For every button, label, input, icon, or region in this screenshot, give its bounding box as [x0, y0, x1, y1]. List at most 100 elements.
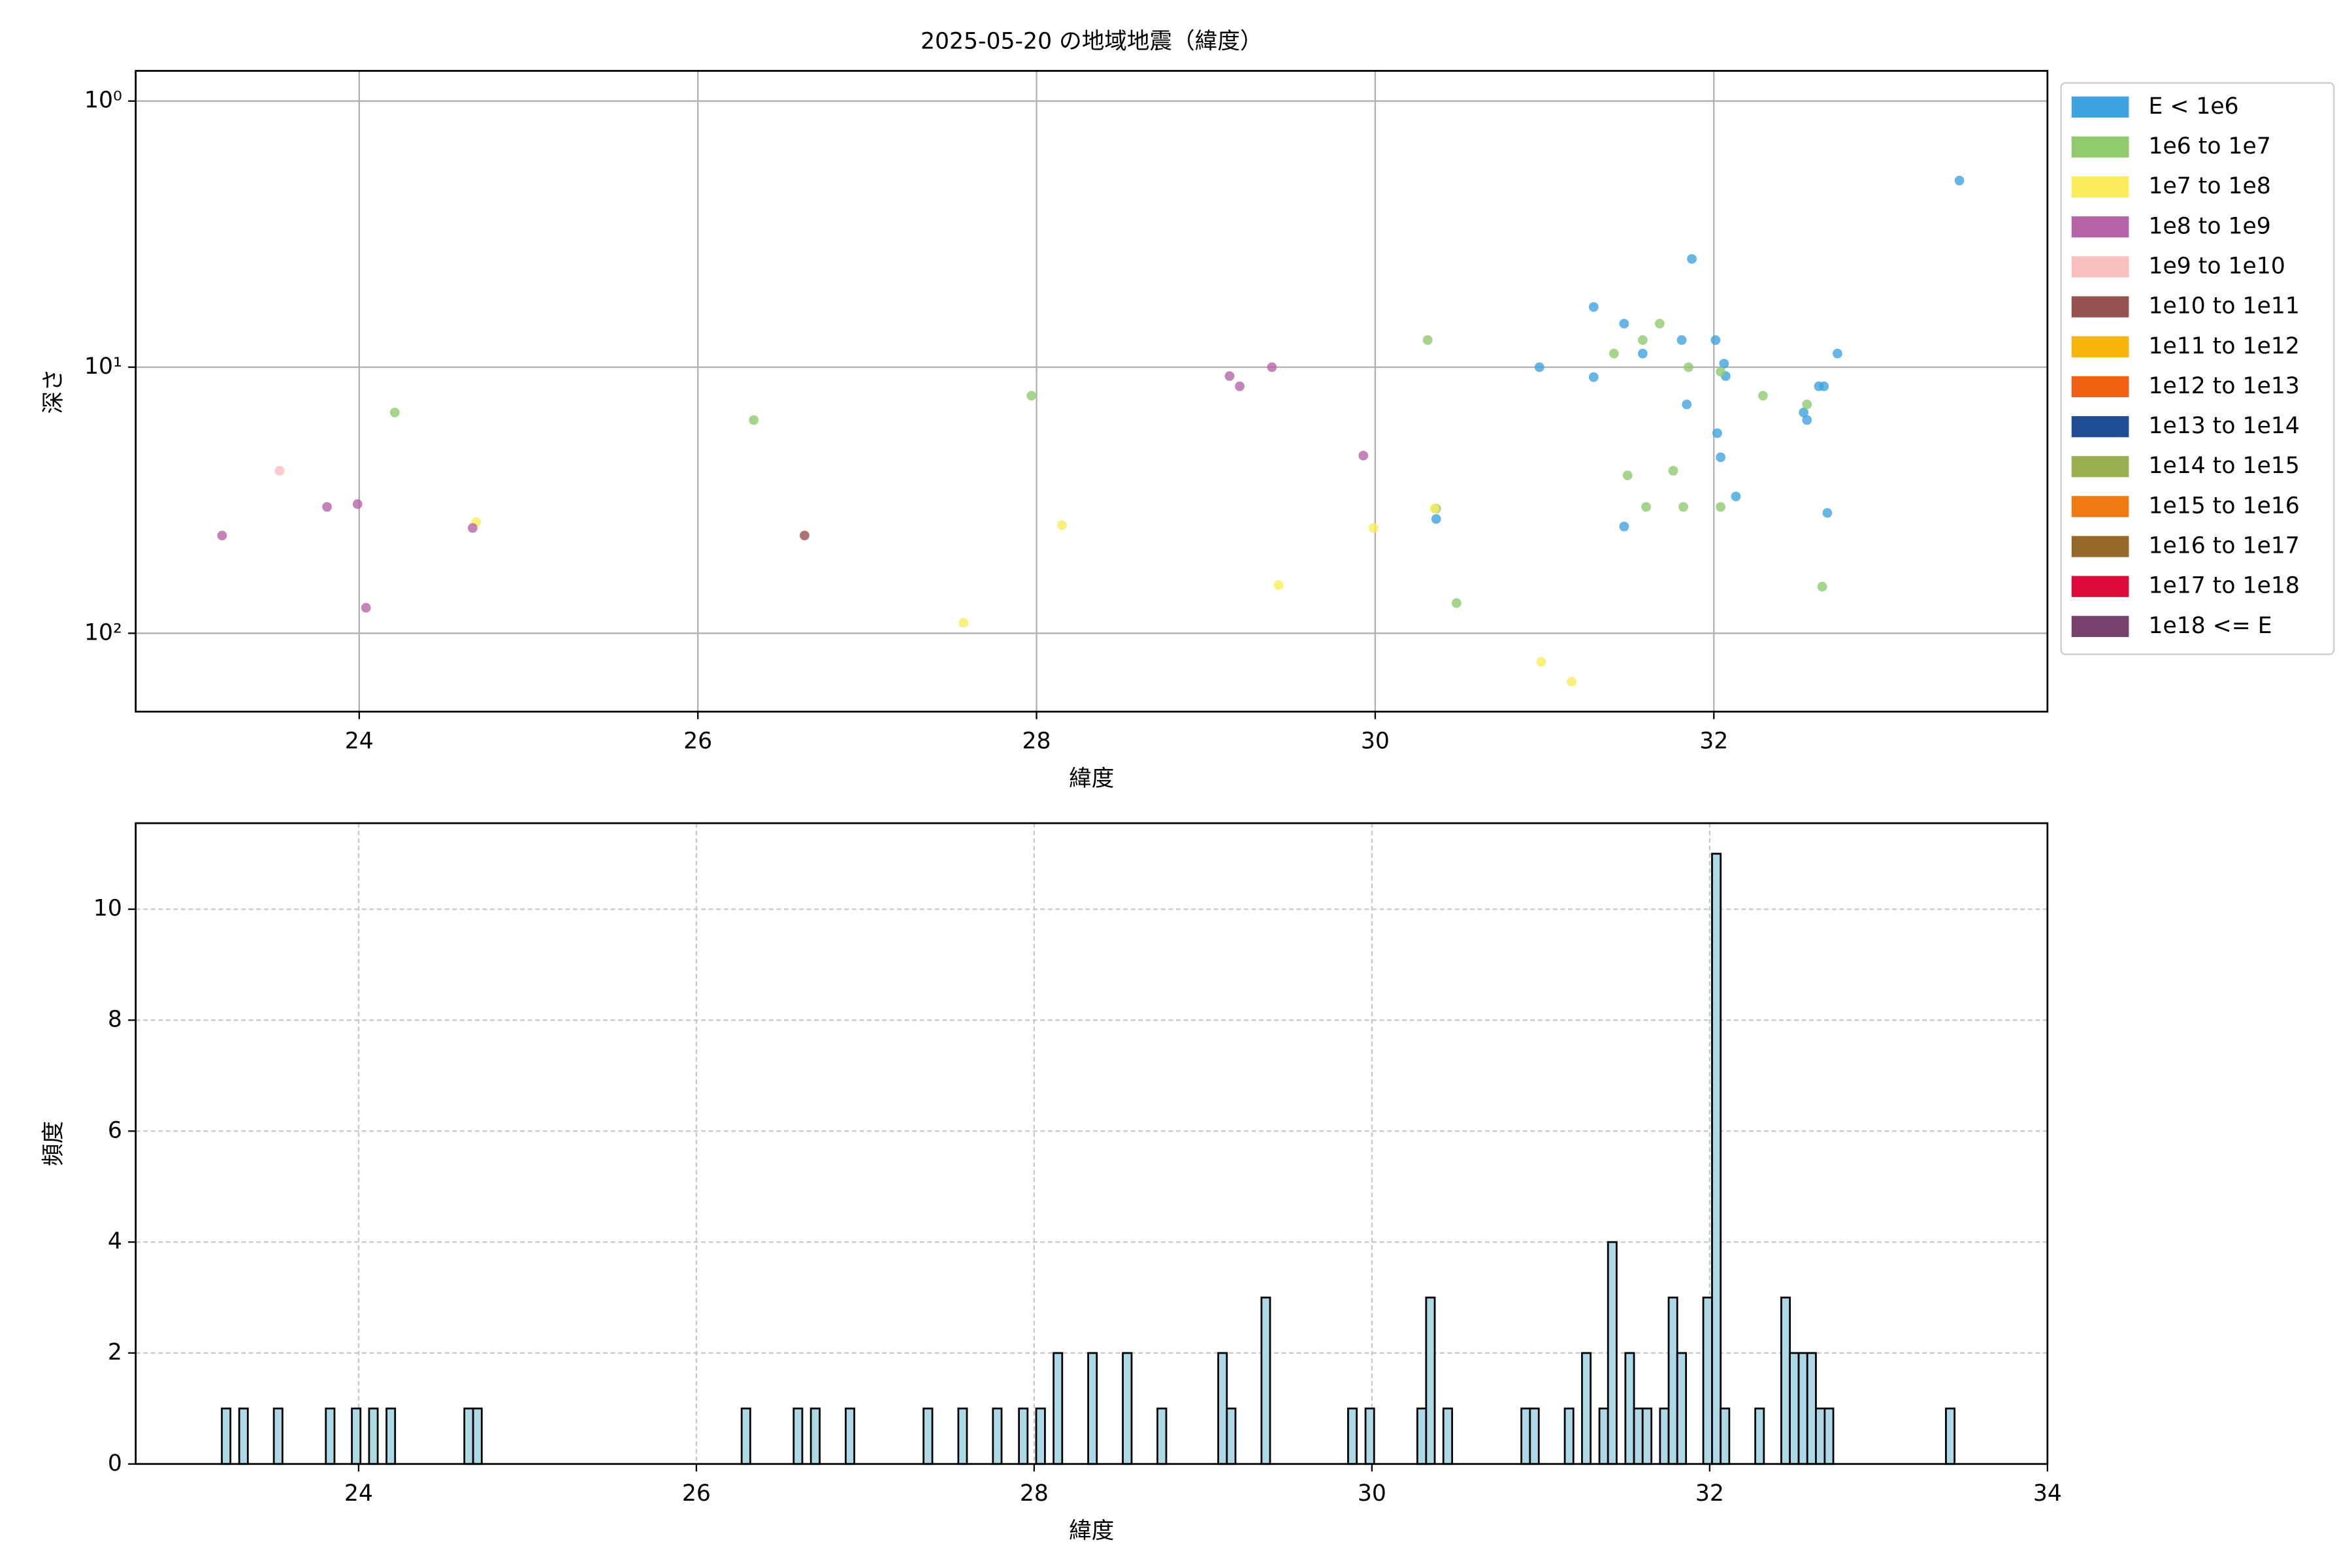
histogram-bar [1780, 1296, 1791, 1465]
histogram-bar [1797, 1352, 1808, 1465]
legend-swatch [2071, 176, 2129, 198]
scatter-point [1224, 371, 1235, 381]
histogram-bar [1442, 1407, 1454, 1465]
scatter-point [1267, 362, 1277, 372]
scatter-point [361, 602, 371, 613]
legend-label: 1e11 to 1e12 [2148, 333, 2299, 359]
scatter-point [1235, 381, 1245, 391]
scatter-point [1654, 318, 1665, 329]
x-tick-label: 32 [1695, 1480, 1724, 1507]
legend-label: 1e6 to 1e7 [2148, 133, 2270, 159]
x-tick-label: 24 [345, 728, 374, 754]
histogram-bar [1659, 1407, 1670, 1465]
scatter-point [958, 617, 969, 628]
y-tick-label: 8 [108, 1006, 122, 1032]
histogram-bar [1529, 1407, 1540, 1465]
histogram-bar [992, 1407, 1003, 1465]
y-tick-label: 4 [108, 1228, 122, 1254]
histogram-bar [1260, 1296, 1271, 1465]
histogram-bar [1364, 1407, 1375, 1465]
y-tick-label: 10 [93, 896, 122, 922]
scatter-point [1712, 428, 1722, 438]
x-tick-label: 32 [1699, 728, 1728, 754]
scatter-point [1609, 348, 1619, 359]
scatter-point [749, 415, 759, 425]
histogram-bar [1720, 1407, 1731, 1465]
y-axis-label: 頻度 [41, 1121, 67, 1166]
scatter-point [1358, 451, 1369, 461]
x-tick-label: 34 [2033, 1480, 2062, 1507]
histogram-bar [368, 1407, 379, 1465]
histogram-bar [740, 1407, 751, 1465]
histogram-bar [1806, 1352, 1817, 1465]
histogram-bar [1520, 1407, 1531, 1465]
legend-swatch [2071, 336, 2129, 357]
scatter-point [1676, 335, 1687, 345]
legend-swatch [2071, 536, 2129, 557]
histogram-bar [325, 1407, 336, 1465]
histogram-bar [463, 1407, 474, 1465]
scatter-point [1588, 372, 1599, 382]
scatter-point [1814, 381, 1824, 391]
scatter-point [1638, 348, 1648, 359]
histogram-bar [238, 1407, 249, 1465]
histogram-bar [1425, 1296, 1436, 1465]
histogram-bar [385, 1407, 397, 1465]
histogram-bar [1823, 1407, 1835, 1465]
scatter-point [352, 499, 363, 509]
scatter-point [1758, 391, 1768, 401]
scatter-point [1368, 523, 1379, 533]
histogram-bar [809, 1407, 821, 1465]
histogram-bar [351, 1407, 362, 1465]
plot-frame [135, 822, 2049, 1465]
scatter-point [274, 466, 285, 476]
legend-swatch [2071, 136, 2129, 158]
legend-swatch [2071, 456, 2129, 478]
scatter-point [1799, 407, 1809, 417]
y-tick-label: 10² [84, 619, 122, 645]
x-axis-label: 緯度 [1069, 1518, 1114, 1544]
legend-label: 1e8 to 1e9 [2148, 213, 2270, 239]
legend-label: 1e16 to 1e17 [2148, 533, 2299, 559]
legend-label: 1e15 to 1e16 [2148, 493, 2299, 519]
scatter-point [1802, 415, 1812, 425]
histogram-bar [1217, 1352, 1228, 1465]
histogram-bar [221, 1407, 232, 1465]
legend-swatch [2071, 576, 2129, 597]
legend-swatch [2071, 96, 2129, 118]
y-axis-label: 深さ [41, 368, 67, 414]
scatter-point [1619, 521, 1629, 532]
histogram-bar [845, 1407, 855, 1465]
histogram-bar [1563, 1407, 1575, 1465]
x-tick-label: 26 [682, 1480, 711, 1507]
y-tick-label: 0 [108, 1450, 122, 1477]
scatter-point [1954, 176, 1965, 186]
scatter-point [1431, 514, 1441, 524]
legend-swatch [2071, 296, 2129, 318]
legend-label: 1e12 to 1e13 [2148, 373, 2299, 399]
x-tick-label: 30 [1361, 728, 1390, 754]
histogram-bar [1581, 1352, 1592, 1465]
legend-swatch [2071, 416, 2129, 438]
legend-label: 1e18 <= E [2148, 613, 2272, 639]
histogram-bar [1624, 1352, 1635, 1465]
histogram-bar [1156, 1407, 1168, 1465]
scatter-point [1668, 466, 1678, 476]
scatter-point [1719, 359, 1729, 368]
scatter-point [1641, 502, 1651, 512]
legend-label: 1e7 to 1e8 [2148, 173, 2270, 199]
histogram-bar [1945, 1407, 1956, 1465]
histogram-bar [792, 1407, 804, 1465]
histogram-bar [472, 1407, 483, 1465]
legend-swatch [2071, 496, 2129, 517]
scatter-point [1822, 508, 1833, 518]
histogram-bar [1789, 1352, 1800, 1465]
scatter-point [1710, 335, 1721, 345]
histogram-bar [957, 1407, 968, 1465]
histogram-bar [1815, 1407, 1826, 1465]
scatter-point [1622, 470, 1633, 480]
chart-title: 2025-05-20 の地域地震（緯度） [921, 29, 1263, 55]
scatter-point [1817, 581, 1827, 592]
y-tick-label: 6 [108, 1117, 122, 1143]
